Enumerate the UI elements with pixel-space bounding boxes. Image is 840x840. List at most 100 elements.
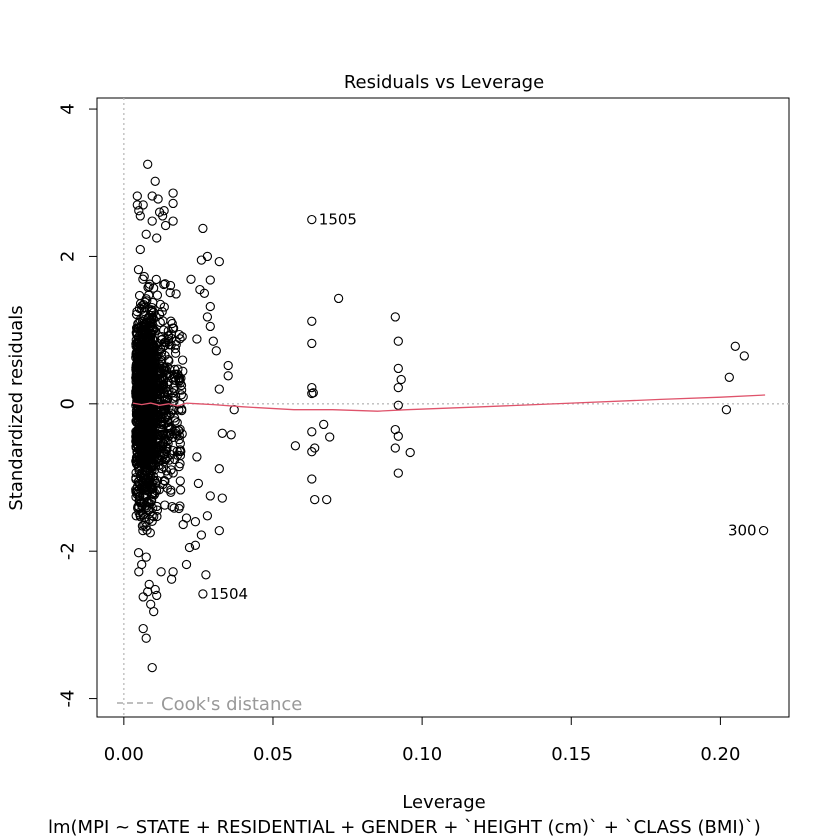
data-point — [333, 293, 344, 304]
data-point — [175, 450, 186, 461]
data-point — [730, 341, 740, 351]
data-point — [170, 348, 181, 358]
data-point — [144, 290, 154, 300]
data-point — [156, 412, 166, 423]
data-point — [147, 216, 157, 226]
data-point — [138, 327, 148, 337]
data-point — [169, 413, 180, 423]
data-point — [190, 517, 201, 527]
point-labels-layer: 1505 1504 300 — [210, 211, 757, 603]
y-axis-label: Standardized residuals — [6, 305, 27, 510]
data-point — [739, 351, 749, 361]
data-point — [167, 318, 177, 329]
data-point — [160, 220, 171, 231]
data-point — [164, 455, 174, 465]
data-point — [174, 434, 184, 445]
x-tick-label: 0.00 — [104, 744, 144, 765]
data-point — [217, 428, 227, 438]
point-label: 1505 — [319, 211, 357, 229]
legend-label: Cook's distance — [161, 694, 302, 715]
data-point — [146, 599, 156, 609]
data-point — [141, 229, 151, 239]
data-point — [137, 405, 148, 415]
data-point — [131, 391, 141, 401]
data-point — [139, 520, 149, 530]
data-point — [146, 306, 157, 317]
data-point — [149, 325, 159, 335]
data-point — [144, 579, 154, 590]
data-point — [143, 367, 153, 378]
data-point — [307, 214, 317, 225]
data-point — [181, 559, 192, 570]
data-point — [152, 454, 162, 464]
data-point — [169, 503, 179, 513]
data-point — [166, 485, 176, 495]
data-point — [143, 159, 153, 169]
data-point — [161, 446, 171, 457]
data-point — [147, 516, 157, 526]
data-point — [133, 361, 143, 371]
data-point — [131, 484, 141, 495]
data-point — [176, 373, 186, 383]
y-axis: -4 -2 0 2 4 — [58, 103, 98, 708]
data-point — [133, 548, 144, 558]
data-point — [154, 207, 165, 217]
data-point — [178, 392, 188, 402]
plot-frame — [96, 97, 790, 718]
data-point — [168, 468, 178, 478]
data-point — [198, 223, 208, 234]
data-point — [165, 287, 175, 298]
data-point — [132, 452, 142, 463]
data-point — [152, 476, 163, 486]
y-tick-label: 0 — [58, 398, 79, 409]
data-point — [165, 280, 176, 291]
data-point — [146, 339, 157, 350]
data-point — [159, 402, 169, 412]
data-point — [307, 474, 317, 484]
data-point — [141, 552, 151, 562]
data-point — [160, 500, 170, 510]
data-point — [169, 369, 180, 379]
data-point — [141, 318, 152, 328]
data-point — [148, 400, 158, 411]
data-point — [157, 306, 167, 317]
data-point — [164, 385, 174, 395]
data-point — [721, 405, 732, 415]
data-point — [151, 378, 161, 388]
data-point — [151, 274, 161, 285]
data-point — [201, 570, 211, 580]
data-point — [393, 382, 403, 393]
data-point — [132, 410, 142, 421]
data-point — [138, 200, 148, 210]
data-point — [136, 445, 146, 455]
data-point — [192, 334, 202, 344]
data-point — [202, 312, 213, 322]
data-point — [138, 274, 148, 284]
data-point — [148, 433, 159, 443]
data-point — [214, 384, 224, 394]
data-point — [202, 251, 213, 262]
data-point — [205, 491, 215, 501]
x-tick-label: 0.10 — [402, 744, 442, 765]
data-point — [393, 468, 403, 478]
data-point — [134, 465, 144, 475]
data-point — [163, 335, 174, 345]
data-point — [175, 476, 185, 486]
smooth-line — [132, 394, 766, 412]
data-point — [139, 306, 150, 317]
data-point — [131, 417, 142, 427]
data-point — [152, 505, 163, 515]
data-point — [138, 592, 148, 602]
data-point — [133, 367, 143, 377]
data-point — [152, 511, 162, 522]
data-point — [150, 488, 160, 498]
data-point — [137, 559, 147, 570]
data-point — [159, 392, 170, 402]
data-point — [131, 376, 141, 387]
data-point — [181, 513, 192, 523]
data-point — [153, 194, 163, 204]
data-point — [724, 372, 734, 382]
data-point — [163, 470, 173, 480]
data-point — [174, 425, 184, 436]
